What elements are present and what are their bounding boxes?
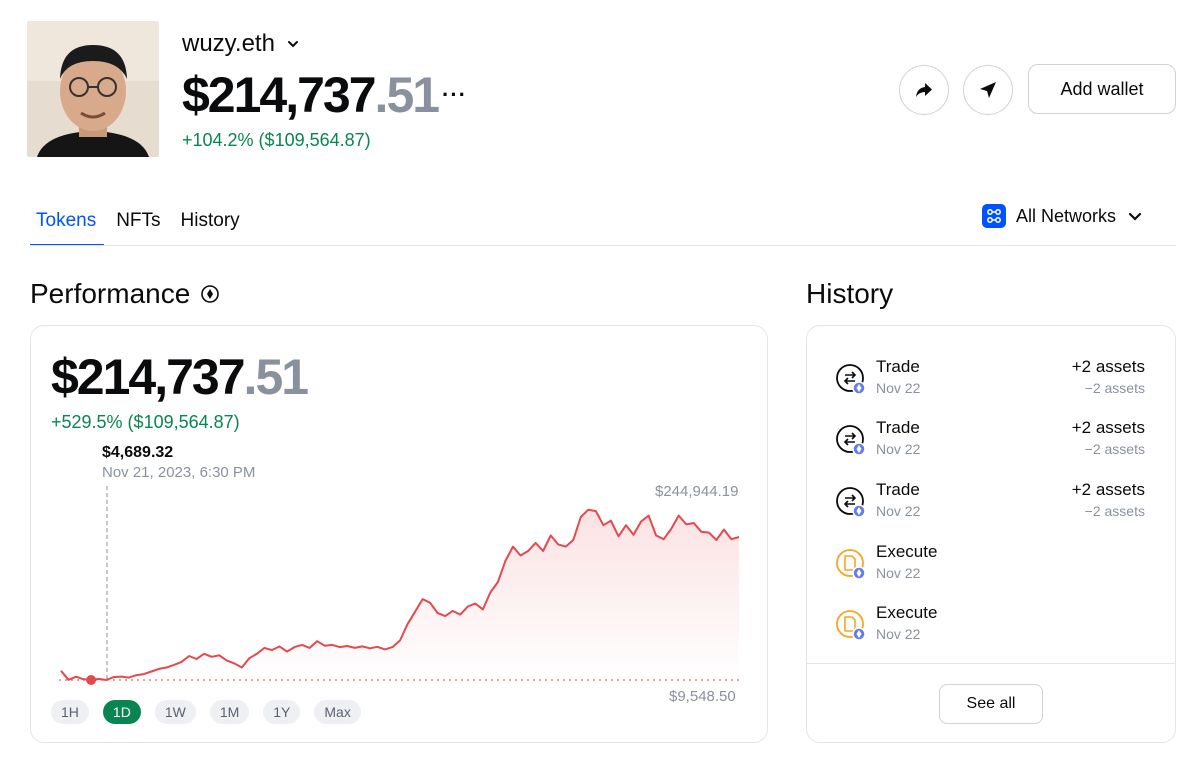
chevron-down-icon[interactable] [285, 36, 301, 52]
contract-execute-icon [836, 610, 866, 641]
send-button[interactable] [963, 65, 1013, 115]
add-wallet-button[interactable]: Add wallet [1028, 64, 1176, 114]
history-item-amount: +2 assets [1071, 357, 1145, 376]
performance-card: $214,737 .51 +529.5% ($109,564.87) $4,68… [30, 325, 768, 743]
history-item-amount: +2 assets [1071, 418, 1145, 437]
performance-change: +529.5% ($109,564.87) [51, 412, 240, 432]
history-card: Trade Nov 22 +2 assets −2 assets Trade N… [806, 325, 1176, 743]
chart-max-label: $244,944.19 [655, 483, 739, 500]
see-all-button[interactable]: See all [939, 684, 1043, 724]
share-button[interactable] [899, 65, 949, 115]
network-selector-label: All Networks [1016, 205, 1117, 226]
history-item-date: Nov 22 [876, 565, 921, 581]
tabs-divider [30, 245, 1176, 246]
performance-title: Performance [30, 278, 220, 310]
chart-hover-point[interactable] [86, 675, 97, 685]
chart-series-line [60, 508, 740, 681]
tab-tokens[interactable]: Tokens [30, 200, 105, 246]
history-item-label: Trade [876, 480, 920, 499]
history-item-date: Nov 22 [876, 503, 921, 519]
history-item-amount: +2 assets [1071, 480, 1145, 499]
chevron-down-icon [1128, 212, 1142, 221]
history-item-trade[interactable]: Trade Nov 22 +2 assets −2 assets [835, 418, 1147, 468]
history-item-sub-amount: −2 assets [1084, 441, 1145, 457]
range-1y-button[interactable]: 1Y [263, 700, 301, 724]
history-item-sub-amount: −2 assets [1084, 380, 1145, 396]
history-item-label: Trade [876, 357, 920, 376]
history-item-date: Nov 22 [876, 626, 921, 642]
trade-icon [836, 425, 866, 456]
range-1m-button[interactable]: 1M [209, 700, 250, 724]
balance-cents: .51 [374, 67, 441, 123]
balance-main: $214,737 [182, 67, 377, 123]
contract-execute-icon [836, 549, 866, 580]
networks-icon [982, 204, 1006, 228]
history-item-label: Trade [876, 418, 920, 437]
send-icon [980, 82, 996, 98]
range-1d-button[interactable]: 1D [102, 700, 141, 724]
history-item-sub-amount: −2 assets [1084, 503, 1145, 519]
history-item-execute[interactable]: Execute Nov 22 [835, 542, 1147, 592]
tab-bar: Tokens NFTs History [30, 200, 254, 246]
history-item-date: Nov 22 [876, 441, 921, 457]
history-title: History [806, 278, 894, 309]
share-icon [916, 83, 932, 97]
history-item-label: Execute [876, 603, 938, 622]
range-max-button[interactable]: Max [314, 700, 361, 724]
info-icon[interactable] [200, 284, 220, 304]
history-item-execute[interactable]: Execute Nov 22 [835, 603, 1147, 653]
chart-area [61, 509, 739, 680]
wallet-name: wuzy.eth [182, 30, 275, 57]
history-item-date: Nov 22 [876, 380, 921, 396]
range-1w-button[interactable]: 1W [154, 700, 196, 724]
performance-balance: $214,737 .51 [51, 348, 310, 406]
chart-min-label: $9,548.50 [669, 688, 736, 705]
history-item-trade[interactable]: Trade Nov 22 +2 assets −2 assets [835, 357, 1147, 407]
avatar [27, 21, 159, 157]
trade-icon [836, 364, 866, 395]
chart-tooltip-date: Nov 21, 2023, 6:30 PM [102, 464, 256, 481]
performance-balance-main: $214,737 [51, 349, 246, 405]
performance-balance-cents: .51 [243, 349, 310, 405]
wallet-name-selector[interactable]: wuzy.eth [182, 30, 301, 58]
tab-history[interactable]: History [180, 210, 240, 231]
more-options-button[interactable]: ··· [442, 82, 467, 107]
performance-title-text: Performance [30, 278, 191, 309]
trade-icon [836, 487, 866, 518]
chart-tooltip-value: $4,689.32 [102, 444, 174, 461]
range-1h-button[interactable]: 1H [51, 700, 89, 724]
history-divider [807, 663, 1175, 664]
network-selector[interactable]: All Networks [982, 204, 1144, 228]
performance-chart[interactable] [31, 326, 767, 742]
tab-nfts[interactable]: NFTs [116, 210, 161, 231]
history-item-trade[interactable]: Trade Nov 22 +2 assets −2 assets [835, 480, 1147, 530]
time-range-selector: 1H 1D 1W 1M 1Y Max [51, 700, 361, 724]
history-item-label: Execute [876, 542, 938, 561]
total-balance: $214,737 .51 [182, 66, 441, 124]
balance-change: +104.2% ($109,564.87) [182, 130, 371, 150]
